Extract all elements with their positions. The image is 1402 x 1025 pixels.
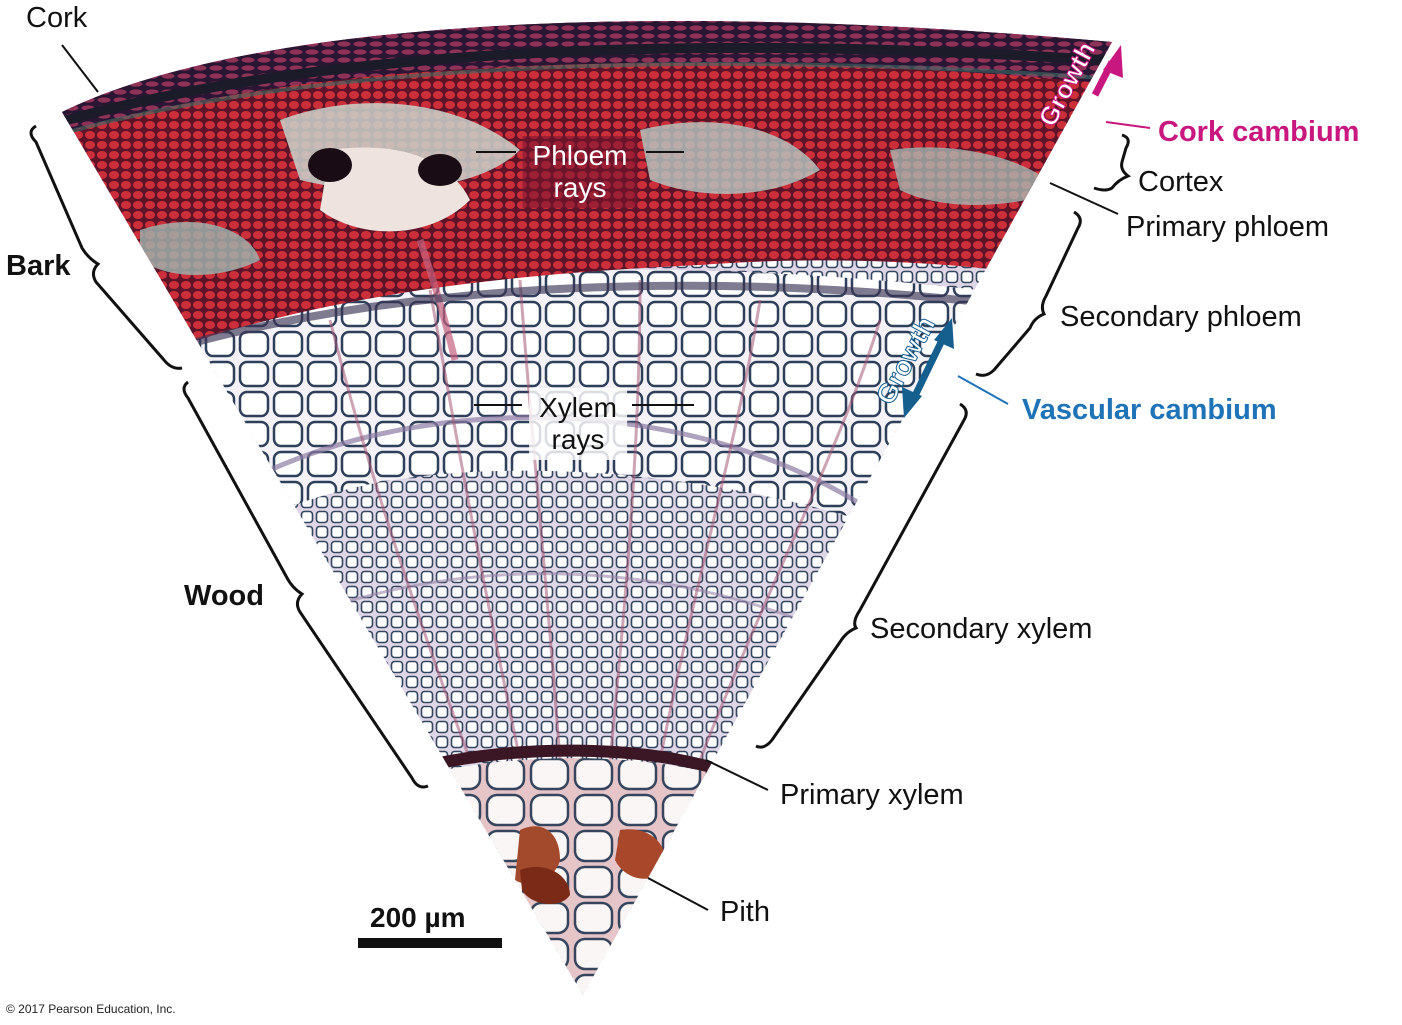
label-xylem-rays: Xylem rays [529,388,627,460]
copyright-notice: © 2017 Pearson Education, Inc. [6,1002,176,1016]
secondary-xylem-brace [755,402,968,749]
label-cork-cambium: Cork cambium [1158,116,1360,148]
vascular-cambium-leader [957,375,1009,405]
label-xylem-rays-line1: Xylem [539,392,617,423]
label-wood: Wood [184,580,264,612]
label-vascular-cambium: Vascular cambium [1022,394,1277,426]
label-secondary-phloem: Secondary phloem [1060,301,1302,333]
growth-arrow-bidirectional [902,318,954,418]
label-cork: Cork [26,2,88,34]
label-secondary-xylem: Secondary xylem [870,613,1093,645]
label-cortex: Cortex [1138,166,1224,198]
leader-lines [61,44,1119,911]
wood-brace [182,380,429,789]
cork-cambium-leader [1105,121,1151,129]
label-phloem-rays-line2: rays [553,172,607,203]
secondary-phloem-brace [975,210,1082,377]
label-pith: Pith [720,896,770,928]
label-primary-xylem: Primary xylem [780,779,964,811]
label-bark: Bark [6,250,71,282]
label-phloem-rays-line1: Phloem [532,140,628,171]
growth-arrow-outward [1091,45,1123,97]
bark-brace [29,124,183,370]
label-primary-phloem: Primary phloem [1126,211,1330,243]
label-xylem-rays-line2: rays [551,424,605,455]
cortex-brace [1093,133,1132,192]
label-phloem-rays: Phloem rays [522,136,638,208]
scale-bar [358,938,502,948]
scale-bar-label: 200 µm [370,902,466,933]
